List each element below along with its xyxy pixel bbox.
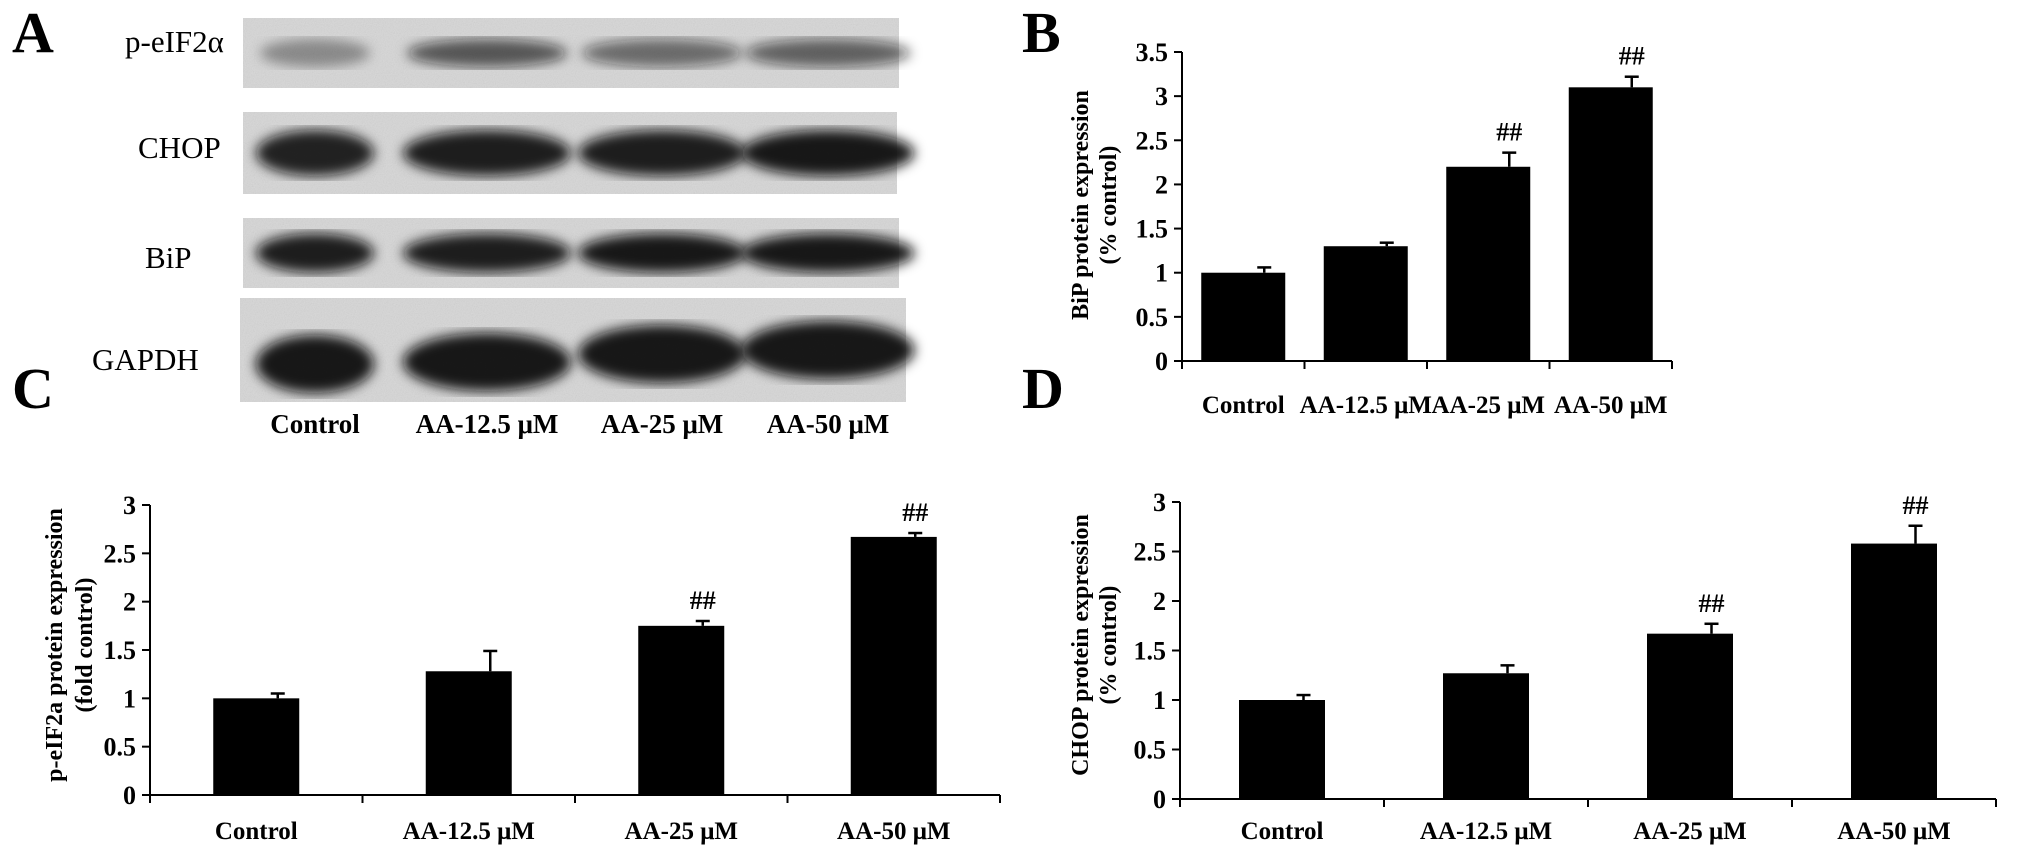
- x-category-label-d-1: AA-12.5 μM: [1420, 818, 1552, 845]
- blot-band-bip-0: [256, 233, 374, 273]
- bar-c-3: [850, 536, 937, 795]
- blot-row-label-chop: CHOP: [138, 130, 221, 165]
- bar-c-2: [638, 625, 725, 795]
- y-tick-label-c: 1.5: [104, 636, 137, 665]
- x-category-label-b-1: AA-12.5 μM: [1300, 392, 1432, 419]
- y-tick-label-b: 0.5: [1136, 303, 1169, 332]
- y-tick-label-b: 0: [1155, 347, 1168, 376]
- x-category-label-c-3: AA-50 μM: [837, 818, 950, 845]
- panel-letter-d: D: [1022, 356, 1064, 421]
- x-category-label-b-2: AA-25 μM: [1432, 392, 1545, 419]
- blot-lane-label-aa-12-5: AA-12.5 μM: [416, 409, 559, 439]
- western-blot-panel: p-eIF2α CHOP BiP GAPDH Control AA-12.5 μ…: [92, 18, 915, 439]
- blot-row-label-gapdh: GAPDH: [92, 342, 199, 377]
- blot-band-chop-0: [256, 130, 374, 176]
- y-axis-subtitle-c: (fold control): [72, 578, 98, 713]
- y-tick-label-c: 2: [123, 588, 136, 617]
- significance-label-c-2: ##: [690, 586, 716, 615]
- blot-row-label-bip: BiP: [145, 240, 192, 275]
- y-axis-title-b: BiP protein expression: [1068, 90, 1094, 320]
- peif2a-bar-chart: 0 0.5 1 1.5 2 2.5 3 Control AA-12.5 μM ## AA-25 μM…: [42, 491, 1001, 845]
- significance-label-b-3: ##: [1619, 42, 1645, 71]
- y-tick-label-c: 3: [123, 491, 136, 520]
- blot-band-chop-1: [403, 130, 571, 176]
- y-tick-label-d: 2.5: [1134, 538, 1167, 567]
- bar-b-3: [1568, 87, 1653, 362]
- blot-band-bip-2: [578, 233, 746, 273]
- bar-d-1: [1443, 673, 1529, 799]
- x-category-label-d-0: Control: [1241, 818, 1324, 845]
- y-tick-label-d: 0: [1153, 785, 1166, 814]
- significance-label-b-2: ##: [1496, 118, 1522, 147]
- bar-b-2: [1446, 166, 1531, 361]
- y-tick-label-d: 1: [1153, 686, 1166, 715]
- blot-lane-label-control: Control: [270, 409, 360, 439]
- blot-band-peif2a-1: [407, 39, 567, 67]
- y-tick-label-b: 1: [1155, 259, 1168, 288]
- bar-d-0: [1239, 700, 1325, 799]
- significance-label-c-3: ##: [902, 498, 928, 527]
- y-tick-label-c: 2.5: [104, 539, 137, 568]
- bar-c-0: [213, 698, 300, 795]
- blot-lane-label-aa-25: AA-25 μM: [601, 409, 724, 439]
- y-axis-subtitle-b: (% control): [1096, 146, 1122, 265]
- y-tick-label-b: 3.5: [1136, 38, 1169, 67]
- x-category-label-b-3: AA-50 μM: [1554, 392, 1667, 419]
- y-tick-label-d: 0.5: [1134, 736, 1167, 765]
- blot-band-chop-2: [578, 130, 746, 176]
- panel-letter-c: C: [12, 356, 54, 421]
- blot-lane-label-aa-50: AA-50 μM: [767, 409, 890, 439]
- chop-bar-chart: 0 0.5 1 1.5 2 2.5 3 Control AA-12.5 μM ## AA-25 μM…: [1068, 488, 1997, 845]
- x-category-label-d-2: AA-25 μM: [1633, 818, 1746, 845]
- x-category-label-c-2: AA-25 μM: [625, 818, 738, 845]
- x-category-label-b-0: Control: [1202, 392, 1285, 419]
- y-axis-title-c: p-eIF2a protein expression: [42, 508, 68, 782]
- y-tick-label-d: 2: [1153, 587, 1166, 616]
- blot-band-chop-3: [741, 130, 915, 176]
- y-axis-subtitle-d: (% control): [1096, 586, 1122, 705]
- blot-band-bip-1: [403, 233, 571, 273]
- blot-band-peif2a-0: [260, 39, 370, 67]
- blot-band-peif2a-2: [582, 39, 742, 67]
- y-tick-label-b: 1.5: [1136, 215, 1169, 244]
- bar-c-1: [425, 671, 512, 795]
- blot-row-label-peif2a: p-eIF2α: [125, 24, 224, 59]
- y-tick-label-b: 2.5: [1136, 126, 1169, 155]
- blot-band-peif2a-3: [745, 39, 911, 67]
- y-tick-label-c: 1: [123, 684, 136, 713]
- bip-bar-chart: 0 0.5 1 1.5 2 2.5 3 3.5 Control AA-12.5 μM ## AA-25…: [1068, 38, 1673, 419]
- blot-strips: [240, 18, 915, 402]
- bar-b-0: [1201, 272, 1286, 361]
- blot-band-gapdh-3: [741, 320, 915, 380]
- blot-band-gapdh-1: [403, 332, 571, 392]
- y-tick-label-c: 0.5: [104, 733, 137, 762]
- bar-d-3: [1851, 543, 1937, 799]
- panel-letter-a: A: [12, 0, 54, 65]
- significance-label-d-2: ##: [1699, 589, 1725, 618]
- bar-b-1: [1323, 246, 1408, 361]
- y-axis-title-d: CHOP protein expression: [1068, 514, 1094, 776]
- blot-band-gapdh-0: [256, 334, 374, 394]
- y-tick-label-b: 2: [1155, 170, 1168, 199]
- x-category-label-c-0: Control: [215, 818, 298, 845]
- blot-band-bip-3: [741, 233, 915, 273]
- y-tick-label-c: 0: [123, 781, 136, 810]
- x-category-label-d-3: AA-50 μM: [1837, 818, 1950, 845]
- y-tick-label-b: 3: [1155, 82, 1168, 111]
- bar-d-2: [1647, 633, 1733, 799]
- y-tick-label-d: 1.5: [1134, 637, 1167, 666]
- blot-band-gapdh-2: [578, 324, 746, 384]
- x-category-label-c-1: AA-12.5 μM: [403, 818, 535, 845]
- panel-letter-b: B: [1022, 0, 1061, 65]
- y-tick-label-d: 3: [1153, 488, 1166, 517]
- significance-label-d-3: ##: [1903, 491, 1929, 520]
